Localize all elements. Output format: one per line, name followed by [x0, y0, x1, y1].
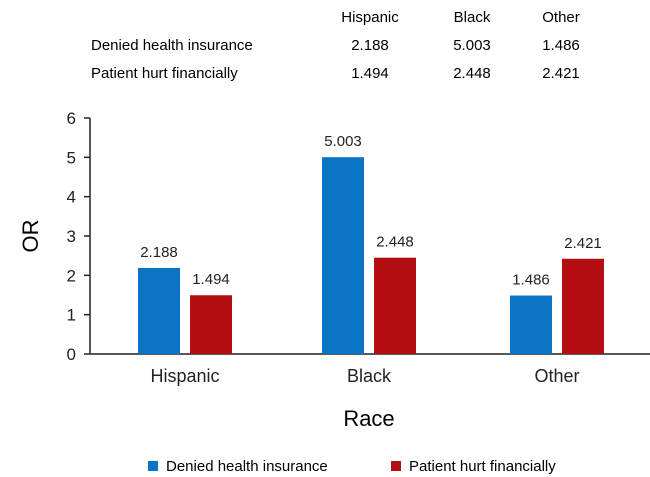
- bar-value-label: 2.421: [564, 235, 602, 252]
- table-row-label-hurt: Patient hurt financially: [91, 65, 238, 82]
- x-tick-label-other: Other: [534, 366, 579, 386]
- y-tick-label: 6: [67, 109, 76, 128]
- bar-hurt-hispanic: [190, 295, 232, 354]
- y-axis-label: OR: [18, 220, 43, 253]
- legend-swatch-hurt: [391, 461, 401, 471]
- table-col-header-black: Black: [454, 9, 491, 26]
- legend-label-hurt: Patient hurt financially: [409, 458, 556, 475]
- bar-hurt-other: [562, 258, 604, 354]
- table-cell-denied-black: 5.003: [453, 37, 491, 54]
- y-tick-label: 5: [67, 148, 76, 167]
- x-axis-label: Race: [343, 406, 394, 431]
- table-cell-hurt-hispanic: 1.494: [351, 65, 389, 82]
- bars: [138, 157, 604, 354]
- table-cell-denied-hispanic: 2.188: [351, 37, 389, 54]
- legend-swatch-denied: [148, 461, 158, 471]
- table-row-label-denied: Denied health insurance: [91, 37, 253, 54]
- x-axis-tick-labels: Hispanic Black Other: [150, 366, 579, 386]
- bar-value-label: 1.486: [512, 272, 550, 289]
- table-cell-hurt-black: 2.448: [453, 65, 491, 82]
- bar-value-labels: 2.188 1.494 5.003 2.448 1.486 2.421: [140, 133, 602, 288]
- bar-value-label: 2.448: [376, 234, 414, 251]
- bar-denied-hispanic: [138, 267, 180, 354]
- legend: Denied health insurance Patient hurt fin…: [148, 458, 556, 475]
- y-tick-label: 3: [67, 227, 76, 246]
- x-tick-label-black: Black: [347, 366, 392, 386]
- bar-denied-black: [322, 157, 364, 354]
- y-tick-label: 4: [67, 188, 76, 207]
- bar-hurt-black: [374, 257, 416, 354]
- bar-denied-other: [510, 295, 552, 354]
- table-cell-hurt-other: 2.421: [542, 65, 580, 82]
- table-col-header-other: Other: [542, 9, 580, 26]
- y-tick-label: 1: [67, 306, 76, 325]
- x-tick-label-hispanic: Hispanic: [150, 366, 219, 386]
- bar-value-label: 2.188: [140, 244, 178, 261]
- table-cell-denied-other: 1.486: [542, 37, 580, 54]
- y-tick-label: 0: [67, 345, 76, 364]
- y-axis-ticks: 0 1 2 3 4 5 6: [67, 109, 90, 364]
- legend-label-denied: Denied health insurance: [166, 458, 328, 475]
- y-tick-label: 2: [67, 266, 76, 285]
- bar-value-label: 1.494: [192, 271, 230, 288]
- data-table: Hispanic Black Other Denied health insur…: [91, 9, 580, 82]
- table-col-header-hispanic: Hispanic: [341, 9, 399, 26]
- bar-value-label: 5.003: [324, 133, 362, 150]
